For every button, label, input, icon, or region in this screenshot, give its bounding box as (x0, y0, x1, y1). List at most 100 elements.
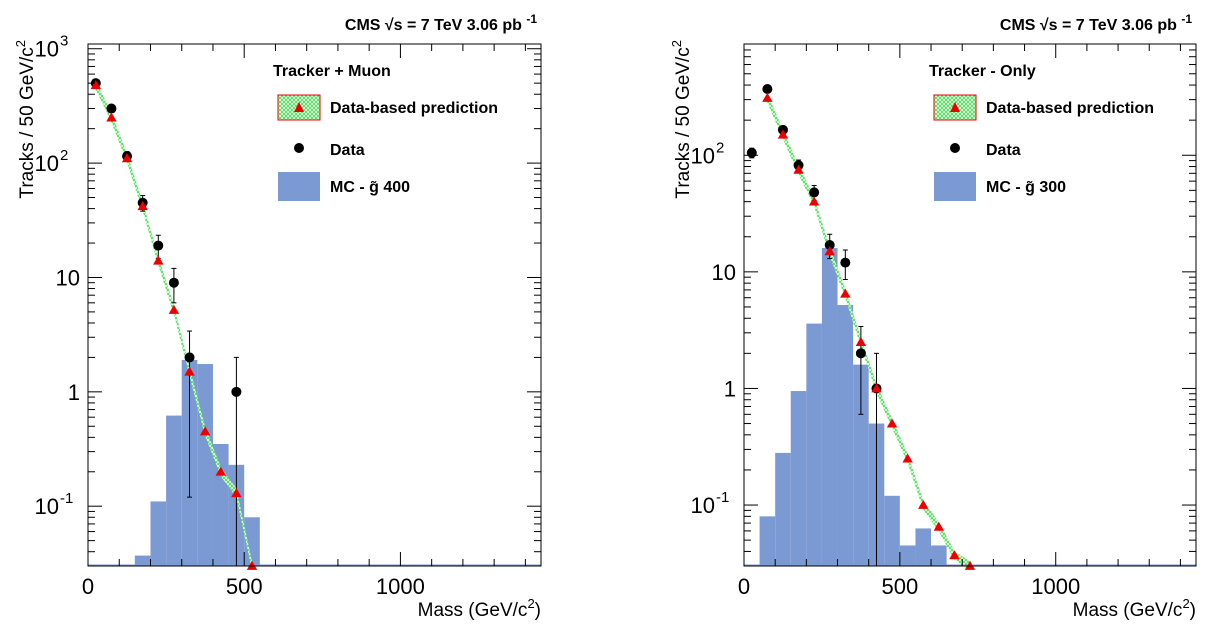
panel1-prediction-marker (121, 153, 133, 163)
panel2-mc-bar (853, 364, 869, 566)
panel1-y-tick-label: 10 (35, 494, 59, 519)
panel2-prediction-marker (855, 336, 867, 346)
panel2-mc-bar (821, 248, 838, 567)
panel2-mc-bar (915, 528, 932, 566)
panel1-legend-prediction-marker (294, 102, 304, 112)
panel2-y-tick-label: 10 (691, 143, 715, 168)
panel1-prediction-marker (184, 366, 195, 376)
panel1-prediction-marker (137, 200, 148, 211)
panel1-header-lumi-exp: -1 (526, 12, 537, 26)
panel2-data-point (762, 84, 773, 95)
panel1-plot-frame (87, 43, 542, 567)
panel1-mc-bar (212, 443, 229, 566)
panel2-x-axis-title-end: ) (1190, 600, 1196, 621)
panel2-y-tick-label: 1 (724, 376, 736, 401)
panel1-y-tick-label: 1 (68, 380, 80, 405)
panel1-prediction-marker (199, 426, 211, 436)
panel2-mc-bar (790, 391, 807, 566)
panel1-legend-mc-label: MC - g̃ 400 (330, 179, 410, 196)
panel2-mc-bar (759, 516, 776, 566)
panel1-prediction-marker (90, 79, 102, 90)
panel2-y-tick-label: 10 (691, 493, 715, 518)
panel2-x-axis-title-main: Mass (GeV/c (1073, 600, 1183, 621)
panel2-legend-data-marker (950, 143, 960, 153)
panel2-x-tick-label: 0 (738, 574, 750, 599)
panel2-mc-bar (884, 495, 900, 566)
panel2-x-tick-label: 500 (882, 574, 919, 599)
panel2-x-axis-title-exp: 2 (1182, 596, 1189, 611)
panel1-prediction-marker (168, 304, 180, 314)
panel2-mc-bar (837, 304, 854, 566)
panel2-header-lumi-exp: -1 (1181, 12, 1192, 26)
panel1-data-point (231, 386, 242, 397)
panel2-y-tick-exponent: -1 (716, 489, 729, 506)
panel1-prediction-marker (246, 560, 258, 570)
panel1-y-tick-label: 10 (56, 265, 80, 290)
panel1-prediction-marker (215, 466, 226, 476)
panel2-prediction-band (767, 93, 970, 571)
panel2-prediction-marker (762, 92, 773, 102)
panel2-header-label: CMS √s = 7 TeV 3.06 pb -1 (1000, 12, 1192, 34)
panel2-data-point (746, 147, 757, 158)
panel2-header-main: CMS √s = 7 TeV 3.06 pb (1000, 17, 1181, 34)
panel2-x-tick-label: 1000 (1031, 574, 1080, 599)
panel1-y-tick-exponent: -1 (60, 490, 73, 507)
panel2-mc-bar (775, 452, 791, 566)
panel2-mc-bar (931, 545, 947, 566)
panel2-prediction-marker (902, 453, 913, 463)
panel1-x-axis-title-main: Mass (GeV/c (418, 600, 528, 621)
panel1-x-tick-label: 1000 (376, 574, 425, 599)
panel1-x-axis-title-exp: 2 (527, 596, 534, 611)
panel2-prediction-marker (933, 521, 945, 531)
panel2-data-point (809, 187, 820, 198)
panel1-y-tick-exponent: 2 (60, 147, 68, 164)
panel1-legend-data-marker (294, 143, 304, 153)
panel2-y-axis-title-exp: 2 (669, 40, 684, 47)
panel2-prediction-marker (871, 383, 882, 393)
panel1-x-tick-label: 500 (226, 574, 263, 599)
panel2-prediction-marker (918, 499, 929, 509)
panel1-mc-bar (134, 555, 151, 566)
panel1-legend-title: Tracker + Muon (273, 63, 391, 80)
panel2-prediction-marker (808, 196, 820, 206)
panel2-prediction-marker (840, 288, 851, 298)
panel1-prediction-marker (153, 255, 164, 265)
panel1-y-axis-title-main: Tracks / 50 GeV/c (17, 47, 38, 198)
panel2-y-axis-title-main: Tracks / 50 GeV/c (673, 47, 694, 198)
panel1-legend-prediction-label: Data-based prediction (330, 100, 498, 117)
panel1-mc-bar (244, 517, 260, 566)
panel2-prediction-marker (777, 129, 789, 139)
panel1-legend-data-label: Data (330, 142, 365, 159)
panel1-x-axis-title: Mass (GeV/c2) (418, 596, 541, 621)
panel1-data-point (106, 103, 117, 114)
panel2-prediction-marker (949, 550, 960, 560)
panel2-prediction-marker (964, 560, 976, 570)
panel1-mc-bar (166, 415, 182, 566)
panel2-mc-bar (806, 323, 822, 566)
panel1-mc-bar (150, 501, 167, 566)
panel2-y-tick-exponent: 2 (716, 139, 724, 156)
panel1-prediction-marker (231, 487, 242, 498)
panel1-prediction-marker (106, 112, 117, 122)
panel1-data-point (168, 277, 179, 288)
panel2-prediction-marker (886, 418, 898, 428)
panel2-mc-bar (899, 545, 916, 566)
panel2-legend-prediction-marker (950, 102, 960, 112)
panel2-data-point (824, 239, 835, 250)
panel1-header-label: CMS √s = 7 TeV 3.06 pb -1 (345, 12, 537, 34)
panel2-x-axis-title: Mass (GeV/c2) (1073, 596, 1196, 621)
panel1-y-tick-label: 10 (35, 37, 59, 62)
panel2-y-tick-label: 10 (712, 260, 736, 285)
panel2-data-point (855, 348, 866, 359)
panel2-legend-mc-label: MC - g̃ 300 (986, 179, 1066, 196)
panel1-x-axis-title-end: ) (535, 600, 541, 621)
panel2-legend-mc-swatch (934, 172, 976, 201)
panel1-data-point (184, 352, 195, 363)
panel1-mc-bar (197, 364, 213, 566)
panel2-prediction-marker (824, 246, 835, 256)
panel1-y-axis-title: Tracks / 50 GeV/c2 (13, 40, 38, 199)
panel1-prediction-band (95, 80, 253, 571)
